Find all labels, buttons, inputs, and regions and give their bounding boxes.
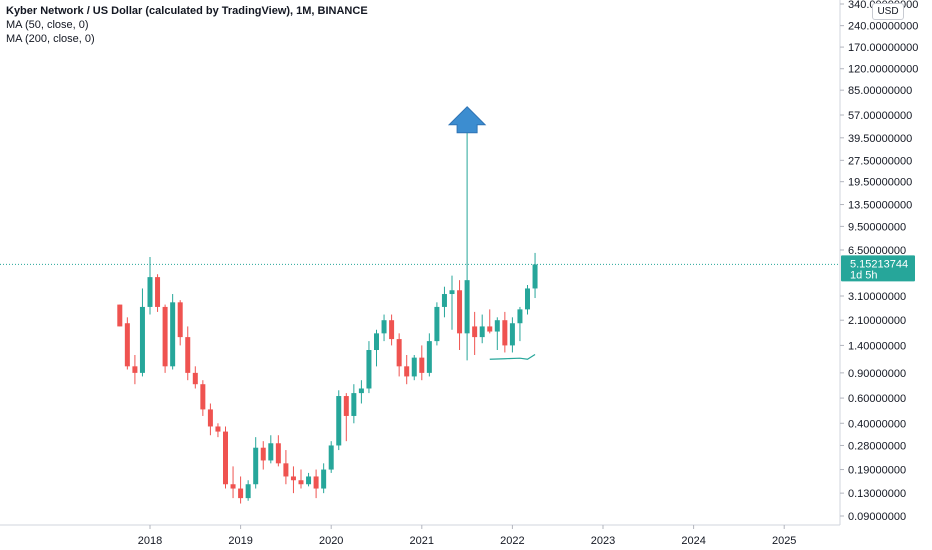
- candle-body: [525, 288, 530, 310]
- candle-body: [223, 431, 228, 485]
- currency-button[interactable]: USD: [872, 3, 904, 20]
- y-tick-label: 6.50000000: [848, 245, 906, 257]
- y-tick-label: 120.00000000: [848, 64, 918, 76]
- candle-body: [117, 304, 123, 327]
- candle-body: [517, 309, 523, 324]
- y-tick-label: 2.10000000: [848, 315, 906, 327]
- candle-body: [275, 443, 281, 464]
- up-arrow-icon: [447, 106, 487, 134]
- y-tick-label: 3.10000000: [848, 291, 906, 303]
- ma-50-line: [489, 353, 536, 360]
- candle-body: [321, 469, 327, 489]
- candle-body: [139, 306, 145, 373]
- candle-body: [253, 447, 259, 485]
- candle-body: [192, 372, 198, 385]
- candle-body: [411, 357, 417, 377]
- indicator-ma-50[interactable]: MA (50, close, 0): [6, 19, 89, 31]
- candle-body: [132, 366, 138, 373]
- y-tick-label: 19.50000000: [848, 177, 912, 189]
- y-tick-label: 170.00000000: [848, 42, 918, 54]
- countdown-label: 1d 5h: [850, 269, 878, 281]
- candle-body: [494, 320, 500, 332]
- symbol-title: Kyber Network / US Dollar (calculated by…: [6, 5, 368, 17]
- candle-body: [419, 357, 425, 373]
- candle-body: [298, 480, 304, 485]
- x-tick-label: 2018: [138, 535, 162, 547]
- y-tick-label: 9.50000000: [848, 221, 906, 233]
- candle-body: [464, 280, 470, 334]
- candle-body: [343, 396, 349, 416]
- x-tick-label: 2025: [772, 535, 796, 547]
- candle-body: [207, 409, 213, 427]
- x-tick-label: 2021: [410, 535, 434, 547]
- candle-body: [366, 350, 372, 389]
- x-tick-label: 2022: [500, 535, 524, 547]
- y-tick-label: 39.50000000: [848, 133, 912, 145]
- candle-body: [457, 290, 463, 334]
- candle-body: [328, 445, 334, 470]
- candle-body: [185, 337, 191, 373]
- candle-body: [155, 277, 161, 307]
- candle-body: [358, 388, 364, 394]
- y-tick-label: 0.13000000: [848, 488, 906, 500]
- indicator-ma-200[interactable]: MA (200, close, 0): [6, 33, 95, 45]
- x-tick-label: 2019: [228, 535, 252, 547]
- candle-body: [426, 341, 432, 373]
- candle-body: [441, 294, 447, 307]
- candle-body: [336, 396, 342, 446]
- candle-body: [230, 484, 236, 489]
- candle-body: [434, 306, 440, 342]
- candle-body: [215, 426, 221, 432]
- candle-body: [124, 323, 130, 367]
- candle-body: [238, 488, 244, 499]
- candle-body: [200, 384, 206, 410]
- candle-body: [479, 326, 485, 338]
- candle-body: [472, 326, 478, 338]
- candle-body: [449, 290, 455, 295]
- y-tick-label: 0.40000000: [848, 418, 906, 430]
- x-tick-label: 2024: [681, 535, 705, 547]
- candle-body: [532, 264, 538, 289]
- x-tick-label: 2020: [319, 535, 343, 547]
- y-tick-label: 1.40000000: [848, 340, 906, 352]
- y-tick-label: 0.60000000: [848, 393, 906, 405]
- candle-body: [389, 320, 395, 340]
- candle-body: [502, 320, 508, 346]
- candle-body: [306, 476, 312, 485]
- candle-body: [170, 302, 176, 367]
- candle-body: [290, 476, 296, 481]
- y-tick-label: 27.50000000: [848, 155, 912, 167]
- candle-body: [396, 339, 402, 367]
- y-tick-label: 0.19000000: [848, 465, 906, 477]
- chart-legend: Kyber Network / US Dollar (calculated by…: [6, 4, 368, 46]
- y-tick-label: 0.28000000: [848, 440, 906, 452]
- candle-body: [283, 463, 289, 477]
- candle-body: [162, 306, 168, 367]
- y-tick-label: 240.00000000: [848, 21, 918, 33]
- y-tick-label: 57.00000000: [848, 110, 912, 122]
- candle-body: [260, 447, 266, 461]
- up-arrow-shape: [447, 106, 487, 134]
- candle-body: [381, 320, 387, 334]
- candle-body: [177, 302, 183, 338]
- candle-body: [268, 443, 274, 461]
- y-tick-label: 0.90000000: [848, 368, 906, 380]
- candle-body: [245, 484, 251, 499]
- last-price-label: 5.15213744: [850, 258, 908, 270]
- candle-body: [374, 333, 379, 351]
- last-price-bg: [841, 255, 915, 282]
- y-tick-label: 13.50000000: [848, 200, 912, 212]
- candle-body: [487, 326, 493, 332]
- y-tick-label: 0.09000000: [848, 511, 906, 523]
- candle-body: [509, 323, 515, 346]
- x-tick-label: 2023: [591, 535, 615, 547]
- candle-body: [404, 366, 410, 377]
- y-tick-label: 85.00000000: [848, 85, 912, 97]
- candle-body: [313, 476, 319, 489]
- candle-body: [147, 277, 153, 307]
- candle-body: [351, 393, 357, 416]
